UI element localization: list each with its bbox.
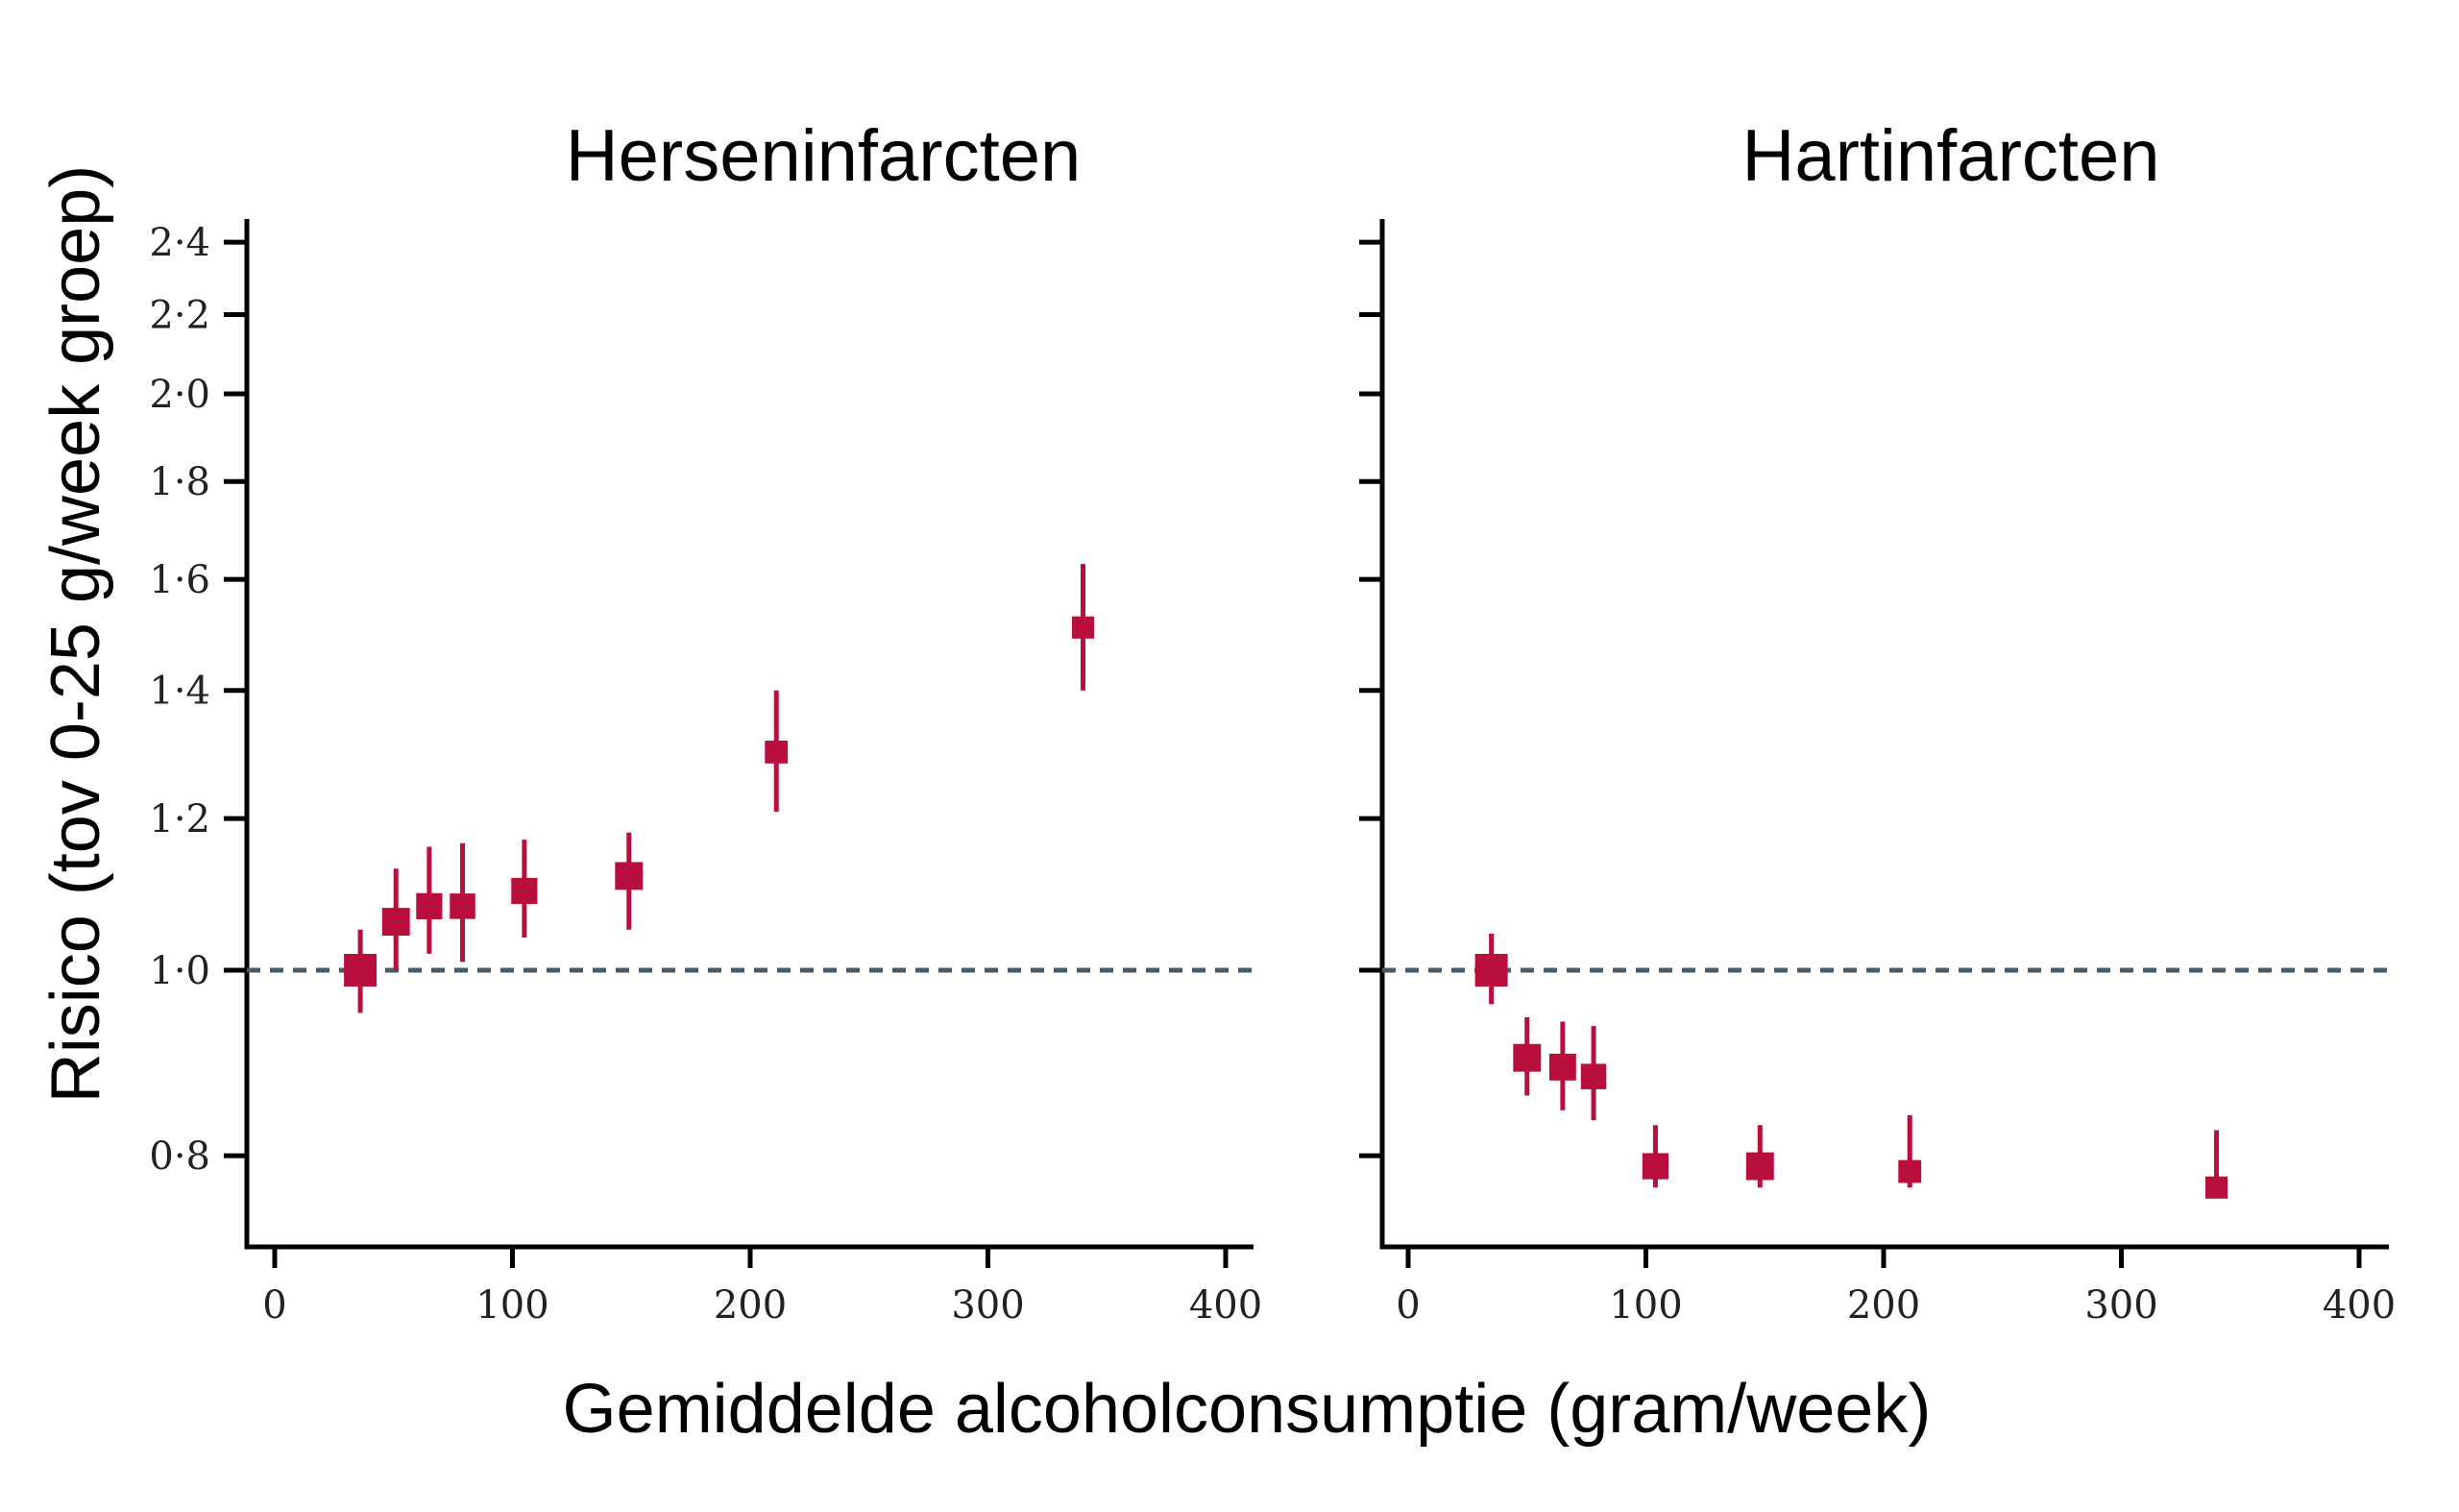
data-point bbox=[1642, 1153, 1668, 1180]
x-tick-label: 0 bbox=[1396, 1283, 1420, 1328]
panel-title-hartinfarcten: Hartinfarcten bbox=[1741, 115, 2159, 197]
y-tick-label: 0·8 bbox=[149, 1134, 210, 1179]
data-point bbox=[1898, 1159, 1922, 1183]
panel-hartinfarcten: Hartinfarcten 0 100 200 300 400 bbox=[1359, 115, 2397, 1328]
data-point bbox=[1580, 1063, 1607, 1089]
x-tick-label: 100 bbox=[1609, 1283, 1682, 1328]
x-tick-label: 200 bbox=[714, 1283, 787, 1328]
y-axis-title: Risico (tov 0-25 g/week groep) bbox=[37, 165, 114, 1103]
y-tick-label: 1·8 bbox=[149, 460, 210, 504]
data-point bbox=[1071, 616, 1095, 639]
x-tick-label: 400 bbox=[1189, 1283, 1262, 1328]
data-point bbox=[1474, 954, 1508, 987]
x-tick-label: 100 bbox=[475, 1283, 548, 1328]
data-point bbox=[1548, 1053, 1576, 1081]
x-tick-label: 0 bbox=[262, 1283, 286, 1328]
x-tick-label: 300 bbox=[2084, 1283, 2157, 1328]
data-point bbox=[416, 892, 443, 919]
x-tick-label: 200 bbox=[1847, 1283, 1920, 1328]
data-point bbox=[2204, 1176, 2228, 1199]
y-tick-label: 2·0 bbox=[149, 373, 210, 417]
panel-title-herseninfarcten: Herseninfarcten bbox=[566, 115, 1082, 197]
x-tick-label: 400 bbox=[2323, 1283, 2396, 1328]
y-tick-label: 1·2 bbox=[149, 797, 210, 841]
data-point bbox=[615, 862, 644, 890]
data-point bbox=[1513, 1043, 1542, 1072]
y-tick-label: 1·0 bbox=[149, 949, 210, 993]
data-point bbox=[381, 908, 410, 937]
data-point bbox=[1745, 1152, 1774, 1181]
data-point bbox=[765, 740, 789, 764]
x-tick-label: 300 bbox=[951, 1283, 1024, 1328]
data-point bbox=[511, 877, 538, 905]
y-tick-label: 1·6 bbox=[149, 558, 210, 602]
y-tick-label: 2·2 bbox=[149, 293, 210, 337]
y-tick-label: 1·4 bbox=[149, 670, 210, 714]
y-tick-label: 2·4 bbox=[149, 221, 210, 265]
data-point bbox=[344, 954, 377, 987]
x-axis-title: Gemiddelde alcoholconsumptie (gram/week) bbox=[563, 1371, 1932, 1448]
data-point bbox=[450, 893, 475, 919]
panel-herseninfarcten: Herseninfarcten 0·8 1·0 1·2 1·4 1·6 1·8 2·0 2·2… bbox=[149, 115, 1262, 1328]
